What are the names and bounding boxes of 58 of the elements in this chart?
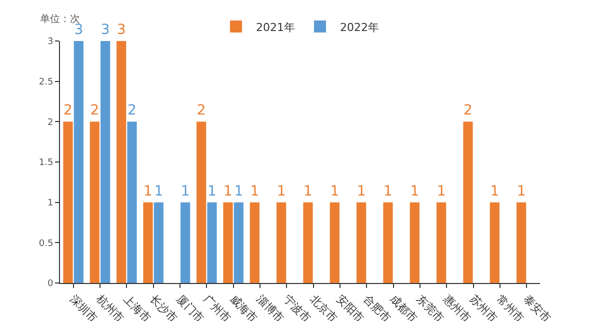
bar — [234, 202, 244, 283]
bar — [463, 122, 473, 283]
bar — [196, 122, 206, 283]
data-label: 1 — [250, 183, 260, 200]
bar — [250, 202, 260, 283]
bar — [223, 202, 233, 283]
bar — [490, 202, 500, 283]
legend-label: 2022年 — [340, 20, 379, 34]
y-tick-label: 2 — [47, 118, 54, 128]
data-label: 1 — [330, 183, 340, 200]
data-label: 2 — [196, 102, 206, 119]
data-label: 3 — [116, 22, 126, 38]
data-label: 3 — [100, 22, 110, 38]
data-label: 2 — [64, 102, 72, 119]
data-label: 1 — [304, 183, 312, 200]
data-label: 1 — [276, 183, 286, 200]
data-label: 2 — [464, 102, 472, 119]
bar — [127, 122, 137, 283]
bar — [100, 41, 110, 283]
bar — [63, 122, 73, 283]
data-label: 1 — [384, 183, 392, 200]
y-axis-title: 单位：次 — [40, 13, 80, 25]
data-label: 1 — [180, 183, 190, 200]
bar — [410, 202, 420, 283]
bar — [207, 202, 217, 283]
data-label: 1 — [436, 183, 446, 200]
bar — [143, 202, 153, 283]
bar — [74, 41, 84, 283]
data-label: 1 — [516, 183, 526, 200]
bar — [436, 202, 446, 283]
data-label: 1 — [356, 183, 366, 200]
bar — [154, 202, 164, 283]
bar — [276, 202, 286, 283]
data-label: 1 — [154, 183, 164, 200]
data-label: 1 — [410, 183, 420, 200]
bar — [516, 202, 526, 283]
data-label: 1 — [224, 183, 232, 200]
data-label: 3 — [74, 22, 84, 38]
bar — [90, 122, 100, 283]
bar — [383, 202, 393, 283]
y-tick-label: 1 — [47, 198, 54, 208]
data-label: 1 — [144, 183, 152, 200]
y-tick-label: 2.5 — [38, 77, 54, 88]
y-tick-label: 3 — [47, 37, 54, 48]
bar — [303, 202, 313, 283]
data-label: 1 — [234, 183, 244, 200]
y-tick-label: 1.5 — [38, 158, 54, 168]
legend-label: 2021年 — [256, 20, 295, 34]
y-tick-label: 0 — [47, 279, 54, 290]
data-label: 2 — [128, 102, 136, 119]
bar — [180, 202, 190, 283]
y-tick-label: 0.5 — [38, 238, 54, 249]
bar — [330, 202, 340, 283]
data-label: 1 — [208, 183, 216, 200]
data-label: 1 — [490, 183, 500, 200]
bar — [356, 202, 366, 283]
data-label: 2 — [90, 102, 100, 119]
bar — [116, 41, 126, 283]
